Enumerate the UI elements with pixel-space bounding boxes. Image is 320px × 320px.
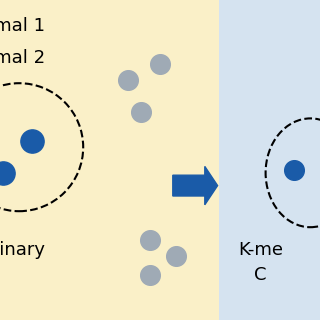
Point	[148, 237, 153, 243]
Bar	[0, 0, 219, 320]
Point	[292, 167, 297, 172]
Point	[1, 170, 6, 175]
Text: rmal 1: rmal 1	[0, 17, 45, 35]
Bar	[219, 0, 320, 320]
FancyArrow shape	[173, 166, 218, 205]
Point	[157, 61, 163, 67]
Point	[173, 253, 179, 259]
Text: Binary: Binary	[0, 241, 45, 259]
Point	[29, 138, 35, 143]
Text: K-me: K-me	[238, 241, 284, 259]
Point	[148, 273, 153, 278]
Text: C: C	[254, 266, 267, 284]
Point	[138, 109, 143, 115]
Point	[125, 77, 131, 83]
Text: rmal 2: rmal 2	[0, 49, 45, 67]
